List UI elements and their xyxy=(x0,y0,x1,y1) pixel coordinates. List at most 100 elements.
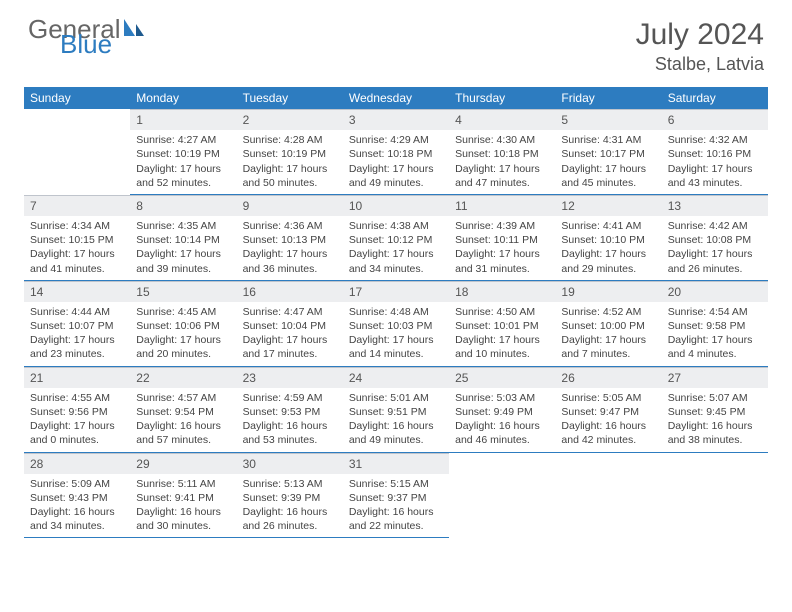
day-number: 14 xyxy=(24,281,130,302)
day-number: 21 xyxy=(24,367,130,388)
sunrise-line: Sunrise: 4:38 AM xyxy=(349,220,429,232)
blank-cell xyxy=(662,453,768,539)
daylight-line: Daylight: 17 hours and 14 minutes. xyxy=(349,334,434,360)
daylight-line: Daylight: 17 hours and 0 minutes. xyxy=(30,420,115,446)
day-body: Sunrise: 4:57 AMSunset: 9:54 PMDaylight:… xyxy=(130,388,236,453)
day-body: Sunrise: 5:13 AMSunset: 9:39 PMDaylight:… xyxy=(237,474,343,539)
sunrise-line: Sunrise: 4:47 AM xyxy=(243,306,323,318)
blank-cell xyxy=(24,109,130,195)
sunset-line: Sunset: 9:51 PM xyxy=(349,406,427,418)
day-number: 30 xyxy=(237,453,343,474)
day-cell: 13Sunrise: 4:42 AMSunset: 10:08 PMDaylig… xyxy=(662,195,768,281)
day-number: 6 xyxy=(662,109,768,130)
weekday-header: Saturday xyxy=(662,87,768,109)
sunrise-line: Sunrise: 5:09 AM xyxy=(30,478,110,490)
day-body: Sunrise: 4:34 AMSunset: 10:15 PMDaylight… xyxy=(24,216,130,281)
header: GeneralBlue July 2024 Stalbe, Latvia xyxy=(0,0,792,79)
sunrise-line: Sunrise: 5:07 AM xyxy=(668,392,748,404)
daylight-line: Daylight: 17 hours and 39 minutes. xyxy=(136,248,221,274)
day-number: 16 xyxy=(237,281,343,302)
daylight-line: Daylight: 17 hours and 43 minutes. xyxy=(668,163,753,189)
day-cell: 16Sunrise: 4:47 AMSunset: 10:04 PMDaylig… xyxy=(237,281,343,367)
sunset-line: Sunset: 9:58 PM xyxy=(668,320,746,332)
day-cell: 28Sunrise: 5:09 AMSunset: 9:43 PMDayligh… xyxy=(24,453,130,539)
daylight-line: Daylight: 16 hours and 34 minutes. xyxy=(30,506,115,532)
day-cell: 3Sunrise: 4:29 AMSunset: 10:18 PMDayligh… xyxy=(343,109,449,195)
day-body: Sunrise: 5:05 AMSunset: 9:47 PMDaylight:… xyxy=(555,388,661,453)
day-cell: 10Sunrise: 4:38 AMSunset: 10:12 PMDaylig… xyxy=(343,195,449,281)
day-body: Sunrise: 4:59 AMSunset: 9:53 PMDaylight:… xyxy=(237,388,343,453)
day-number: 5 xyxy=(555,109,661,130)
weekday-header: Wednesday xyxy=(343,87,449,109)
day-number: 25 xyxy=(449,367,555,388)
daylight-line: Daylight: 16 hours and 46 minutes. xyxy=(455,420,540,446)
day-body: Sunrise: 4:41 AMSunset: 10:10 PMDaylight… xyxy=(555,216,661,281)
day-body: Sunrise: 4:48 AMSunset: 10:03 PMDaylight… xyxy=(343,302,449,367)
day-body: Sunrise: 5:15 AMSunset: 9:37 PMDaylight:… xyxy=(343,474,449,539)
day-body: Sunrise: 5:11 AMSunset: 9:41 PMDaylight:… xyxy=(130,474,236,539)
day-number: 19 xyxy=(555,281,661,302)
day-cell: 5Sunrise: 4:31 AMSunset: 10:17 PMDayligh… xyxy=(555,109,661,195)
sunset-line: Sunset: 10:17 PM xyxy=(561,148,644,160)
weekday-header: Thursday xyxy=(449,87,555,109)
day-cell: 20Sunrise: 4:54 AMSunset: 9:58 PMDayligh… xyxy=(662,281,768,367)
daylight-line: Daylight: 16 hours and 42 minutes. xyxy=(561,420,646,446)
day-cell: 9Sunrise: 4:36 AMSunset: 10:13 PMDayligh… xyxy=(237,195,343,281)
sunrise-line: Sunrise: 4:50 AM xyxy=(455,306,535,318)
day-cell: 2Sunrise: 4:28 AMSunset: 10:19 PMDayligh… xyxy=(237,109,343,195)
sunset-line: Sunset: 9:56 PM xyxy=(30,406,108,418)
day-cell: 21 Sunrise: 4:55 AM Sunset: 9:56 PM Dayligh… xyxy=(24,367,130,453)
sunset-line: Sunset: 10:08 PM xyxy=(668,234,751,246)
daylight-line: Daylight: 16 hours and 53 minutes. xyxy=(243,420,328,446)
daylight-line: Daylight: 17 hours and 7 minutes. xyxy=(561,334,646,360)
sunset-line: Sunset: 9:53 PM xyxy=(243,406,321,418)
calendar-table: SundayMondayTuesdayWednesdayThursdayFrid… xyxy=(24,87,768,538)
day-body: Sunrise: 4:36 AM Sunset: 10:13 PM Daylight… xyxy=(237,216,343,281)
sunrise-line: Sunrise: 4:36 AM xyxy=(243,220,323,232)
day-number: 31 xyxy=(343,453,449,474)
daylight-line: Daylight: 16 hours and 30 minutes. xyxy=(136,506,221,532)
day-number: 17 xyxy=(343,281,449,302)
sunset-line: Sunset: 10:16 PM xyxy=(668,148,751,160)
day-number: 20 xyxy=(662,281,768,302)
day-body: Sunrise: 4:50 AMSunset: 10:01 PMDaylight… xyxy=(449,302,555,367)
day-number: 18 xyxy=(449,281,555,302)
daylight-line: Daylight: 17 hours and 36 minutes. xyxy=(243,248,328,274)
day-cell: 14Sunrise: 4:44 AMSunset: 10:07 PMDaylig… xyxy=(24,281,130,367)
daylight-line: Daylight: 16 hours and 26 minutes. xyxy=(243,506,328,532)
day-body: Sunrise: 4:54 AMSunset: 9:58 PMDaylight:… xyxy=(662,302,768,367)
sunrise-line: Sunrise: 4:27 AM xyxy=(136,134,216,146)
day-body: Sunrise: 4:27 AMSunset: 10:19 PMDaylight… xyxy=(130,130,236,195)
weekday-header: Friday xyxy=(555,87,661,109)
daylight-line: Daylight: 17 hours and 26 minutes. xyxy=(668,248,753,274)
sunrise-line: Sunrise: 4:55 AM xyxy=(30,392,110,404)
weekday-header: Tuesday xyxy=(237,87,343,109)
sunrise-line: Sunrise: 5:03 AM xyxy=(455,392,535,404)
day-body: Sunrise: 4:30 AMSunset: 10:18 PMDaylight… xyxy=(449,130,555,195)
day-body: Sunrise: 4:38 AMSunset: 10:12 PMDaylight… xyxy=(343,216,449,281)
day-body: Sunrise: 4:52 AMSunset: 10:00 PMDaylight… xyxy=(555,302,661,367)
day-cell: 19Sunrise: 4:52 AMSunset: 10:00 PMDaylig… xyxy=(555,281,661,367)
day-number: 10 xyxy=(343,195,449,216)
daylight-line: Daylight: 17 hours and 49 minutes. xyxy=(349,163,434,189)
day-cell: 30Sunrise: 5:13 AMSunset: 9:39 PMDayligh… xyxy=(237,453,343,539)
sunrise-line: Sunrise: 4:42 AM xyxy=(668,220,748,232)
location: Stalbe, Latvia xyxy=(636,54,764,75)
day-cell: 18Sunrise: 4:50 AMSunset: 10:01 PMDaylig… xyxy=(449,281,555,367)
day-number: 24 xyxy=(343,367,449,388)
day-cell: 15Sunrise: 4:45 AMSunset: 10:06 PMDaylig… xyxy=(130,281,236,367)
daylight-line: Daylight: 17 hours and 4 minutes. xyxy=(668,334,753,360)
sunset-line: Sunset: 10:18 PM xyxy=(349,148,432,160)
daylight-line: Daylight: 17 hours and 34 minutes. xyxy=(349,248,434,274)
weekday-header: Monday xyxy=(130,87,236,109)
sunrise-line: Sunrise: 4:45 AM xyxy=(136,306,216,318)
logo: GeneralBlue xyxy=(28,18,145,65)
sunset-line: Sunset: 10:13 PM xyxy=(243,234,326,246)
sunrise-line: Sunrise: 4:28 AM xyxy=(243,134,323,146)
daylight-line: Daylight: 17 hours and 31 minutes. xyxy=(455,248,540,274)
day-number: 7 xyxy=(24,195,130,216)
day-body: Sunrise: 4:35 AMSunset: 10:14 PMDaylight… xyxy=(130,216,236,281)
day-cell: 8Sunrise: 4:35 AMSunset: 10:14 PMDayligh… xyxy=(130,195,236,281)
day-number: 29 xyxy=(130,453,236,474)
day-cell: 31Sunrise: 5:15 AMSunset: 9:37 PMDayligh… xyxy=(343,453,449,539)
